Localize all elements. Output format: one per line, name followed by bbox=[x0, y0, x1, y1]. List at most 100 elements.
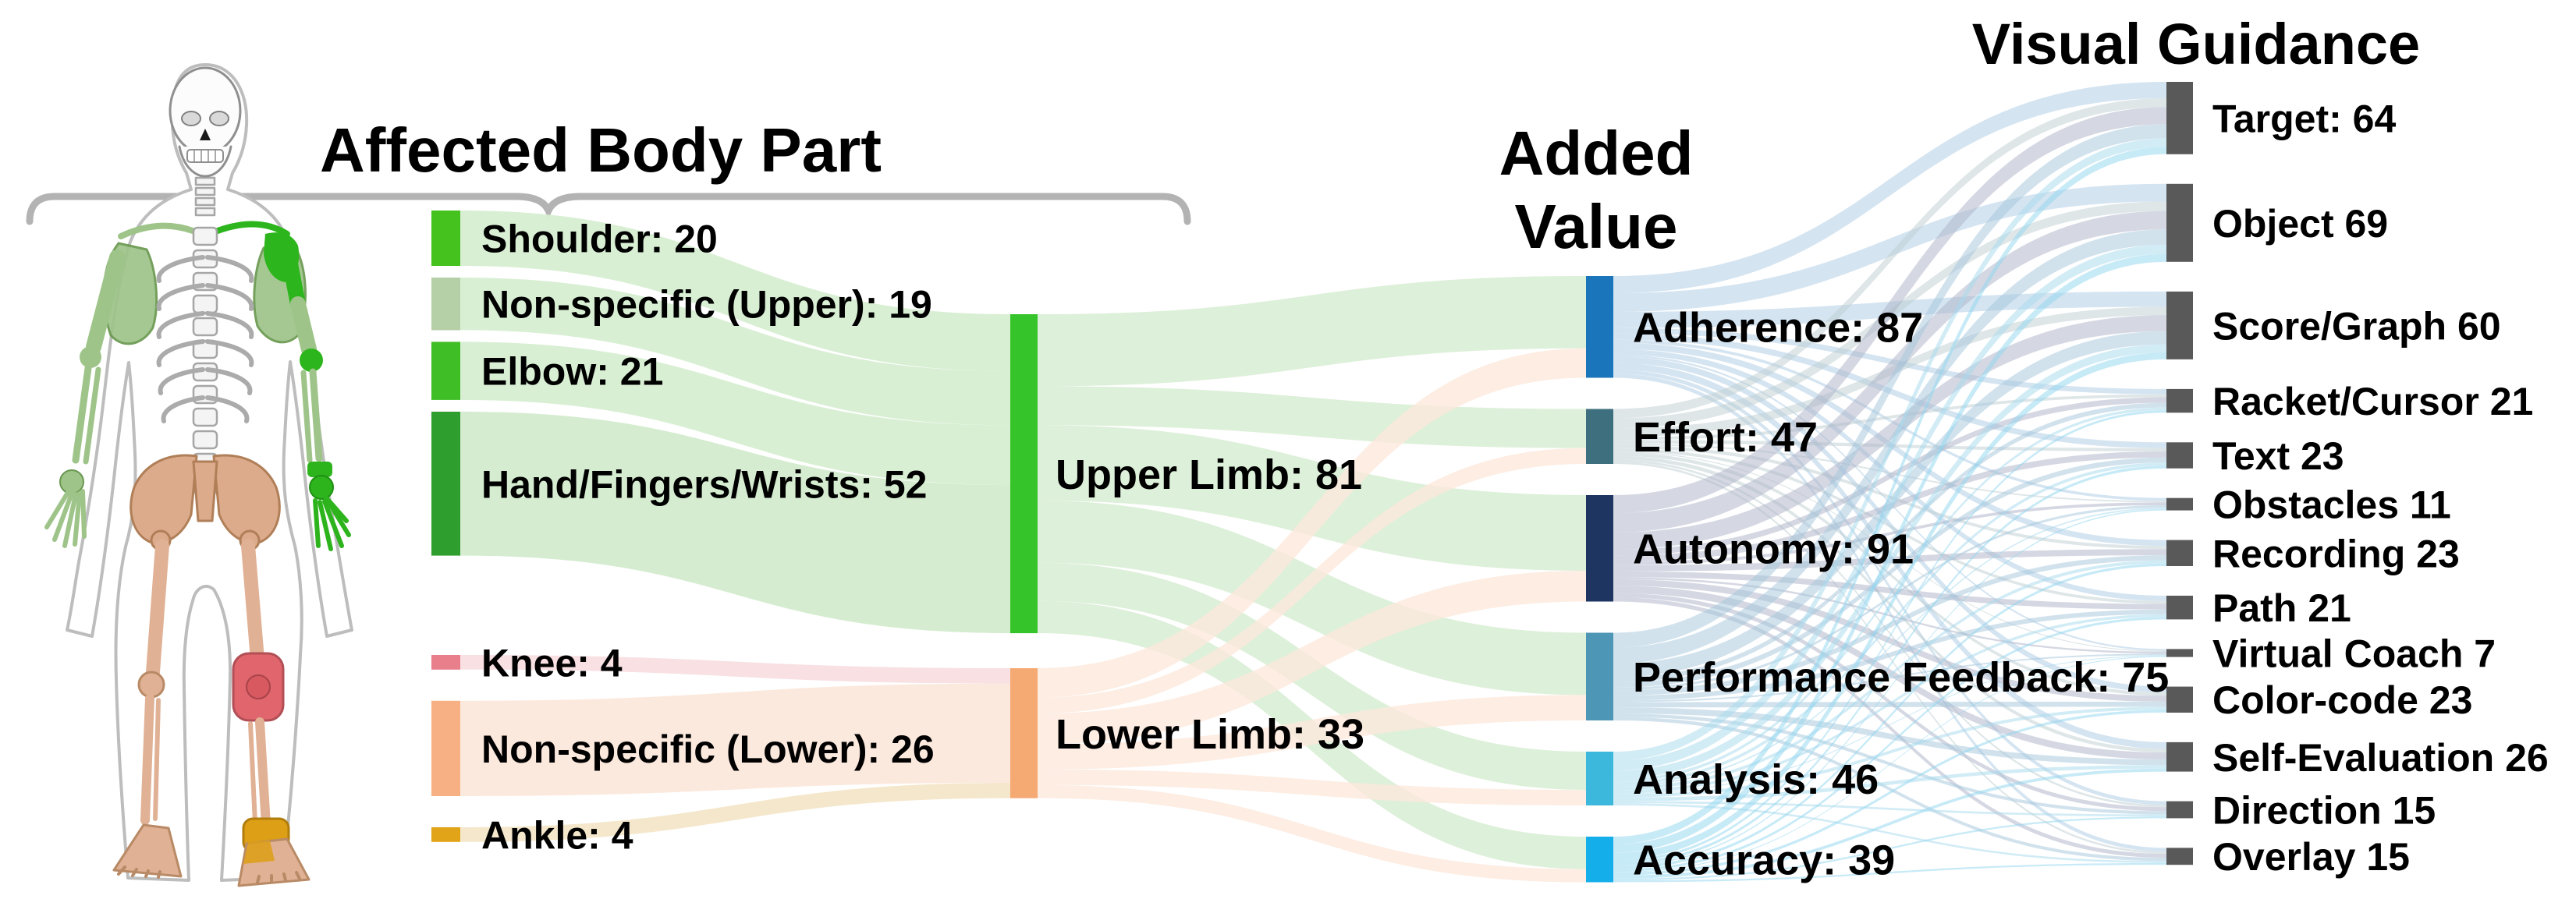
flow-adherence-object bbox=[1613, 183, 2166, 312]
node-score-graph bbox=[2166, 291, 2193, 359]
flow-autonomy-virtual-coach bbox=[1613, 577, 2166, 654]
node-text bbox=[2166, 442, 2193, 469]
ribcage bbox=[156, 255, 254, 423]
flow-upper-limb-performance-feedback bbox=[1038, 501, 1586, 695]
node-lower-limb bbox=[1010, 668, 1038, 798]
right-arm bbox=[281, 248, 351, 551]
node-label-shoulder: Shoulder: 20 bbox=[481, 218, 718, 261]
node-upper-limb bbox=[1010, 314, 1038, 634]
flow-effort-path bbox=[1613, 448, 2166, 604]
node-obstacles bbox=[2166, 497, 2193, 511]
flow-accuracy-text bbox=[1613, 465, 2166, 865]
flow-autonomy-target bbox=[1613, 107, 2166, 514]
flow-analysis-direction bbox=[1613, 801, 2166, 817]
node-label-color-code: Color-code 23 bbox=[2212, 678, 2472, 722]
node-label-obstacles: Obstacles 11 bbox=[2212, 483, 2451, 527]
node-color-code bbox=[2166, 686, 2193, 713]
flow-autonomy-overlay bbox=[1613, 597, 2166, 858]
node-label-overlay: Overlay 15 bbox=[2212, 835, 2410, 879]
flow-accuracy-recording bbox=[1613, 563, 2166, 869]
pelvis bbox=[130, 454, 281, 551]
flow-analysis-object bbox=[1613, 244, 2166, 771]
flow-performance-feedback-self-evaluation bbox=[1613, 707, 2166, 766]
node-label-ankle: Ankle: 4 bbox=[481, 813, 633, 857]
flow-autonomy-obstacles bbox=[1613, 502, 2166, 565]
flow-adherence-obstacles bbox=[1613, 339, 2166, 501]
flow-analysis-score-graph bbox=[1613, 344, 2166, 780]
flow-accuracy-self-evaluation bbox=[1613, 768, 2166, 879]
flow-performance-feedback-virtual-coach bbox=[1613, 653, 2166, 703]
flow-lower-limb-accuracy bbox=[1038, 784, 1586, 883]
flow-analysis-virtual-coach bbox=[1613, 655, 2166, 795]
node-autonomy bbox=[1586, 495, 1613, 602]
node-target bbox=[2166, 82, 2193, 154]
flow-autonomy-score-graph bbox=[1613, 315, 2166, 550]
flow-upper-limb-effort bbox=[1038, 386, 1586, 448]
node-label-autonomy: Autonomy: 91 bbox=[1633, 526, 1914, 573]
title-added-value-line1: Added bbox=[1499, 119, 1694, 188]
flow-performance-feedback-text bbox=[1613, 457, 2166, 688]
node-virtual-coach bbox=[2166, 649, 2193, 657]
flow-accuracy-racket-cursor bbox=[1613, 410, 2166, 863]
flow-performance-feedback-path bbox=[1613, 609, 2166, 701]
body-part-bracket bbox=[26, 193, 1191, 225]
node-overlay bbox=[2166, 848, 2193, 865]
flow-autonomy-object bbox=[1613, 211, 2166, 533]
node-label-upper-limb: Upper Limb: 81 bbox=[1056, 451, 1362, 498]
node-label-path: Path 21 bbox=[2212, 586, 2351, 630]
sankey-layer: Shoulder: 20 Non-specific (Upper): 19 Elbo… bbox=[431, 82, 2549, 884]
node-label-lower-limb: Lower Limb: 33 bbox=[1056, 711, 1364, 758]
node-label-racket-cursor: Racket/Cursor 21 bbox=[2212, 380, 2533, 423]
left-foot bbox=[112, 823, 183, 878]
node-label-target: Target: 64 bbox=[2212, 97, 2396, 140]
flow-analysis-obstacles bbox=[1613, 508, 2166, 788]
node-shoulder bbox=[431, 211, 460, 266]
flow-shoulder-upper-limb bbox=[460, 211, 1010, 371]
node-elbow bbox=[431, 342, 460, 400]
node-label-score-graph: Score/Graph 60 bbox=[2212, 304, 2501, 348]
flow-adherence-direction bbox=[1613, 370, 2166, 805]
left-eye-socket bbox=[181, 111, 201, 126]
flow-adherence-overlay bbox=[1613, 373, 2166, 852]
node-label-non-specific-upper: Non-specific (Upper): 19 bbox=[481, 283, 932, 327]
flow-performance-feedback-direction bbox=[1613, 713, 2166, 815]
title-added-value-line2: Value bbox=[1514, 192, 1677, 261]
flow-performance-feedback-overlay bbox=[1613, 717, 2166, 862]
node-label-elbow: Elbow: 21 bbox=[481, 350, 663, 394]
node-label-effort: Effort: 47 bbox=[1633, 414, 1818, 461]
flow-lower-limb-analysis bbox=[1038, 769, 1586, 805]
node-knee bbox=[431, 655, 460, 670]
title-visual-guidance: Visual Guidance bbox=[1972, 12, 2420, 76]
node-label-non-specific-lower: Non-specific (Lower): 26 bbox=[481, 727, 935, 771]
flow-analysis-text bbox=[1613, 462, 2166, 786]
node-object bbox=[2166, 183, 2193, 262]
node-label-virtual-coach: Virtual Coach 7 bbox=[2212, 632, 2496, 676]
legs bbox=[112, 539, 310, 887]
flow-analysis-color-code bbox=[1613, 706, 2166, 798]
flow-analysis-target bbox=[1613, 138, 2166, 761]
flow-effort-obstacles bbox=[1613, 443, 2166, 503]
left-knee bbox=[137, 671, 165, 699]
flow-upper-limb-adherence bbox=[1038, 276, 1586, 387]
node-label-direction: Direction 15 bbox=[2212, 789, 2436, 833]
flow-accuracy-overlay bbox=[1613, 862, 2166, 883]
node-label-object: Object 69 bbox=[2212, 202, 2388, 246]
flow-effort-racket-cursor bbox=[1613, 394, 2166, 441]
skeleton-illustration bbox=[44, 63, 353, 887]
flow-knee-lower-limb bbox=[460, 655, 1010, 684]
flow-effort-direction bbox=[1613, 459, 2166, 808]
flow-performance-feedback-target bbox=[1613, 124, 2166, 648]
title-affected-body-part: Affected Body Part bbox=[320, 115, 882, 185]
flow-autonomy-color-code bbox=[1613, 579, 2166, 702]
node-label-accuracy: Accuracy: 39 bbox=[1633, 837, 1895, 884]
node-label-text: Text 23 bbox=[2212, 434, 2344, 478]
flow-autonomy-racket-cursor bbox=[1613, 397, 2166, 556]
node-ankle bbox=[431, 827, 460, 842]
flow-accuracy-color-code bbox=[1613, 710, 2166, 876]
flow-analysis-racket-cursor bbox=[1613, 407, 2166, 783]
flow-accuracy-target bbox=[1613, 147, 2166, 844]
flow-analysis-path bbox=[1613, 614, 2166, 794]
flow-adherence-racket-cursor bbox=[1613, 327, 2166, 395]
flow-analysis-self-evaluation bbox=[1613, 765, 2166, 802]
